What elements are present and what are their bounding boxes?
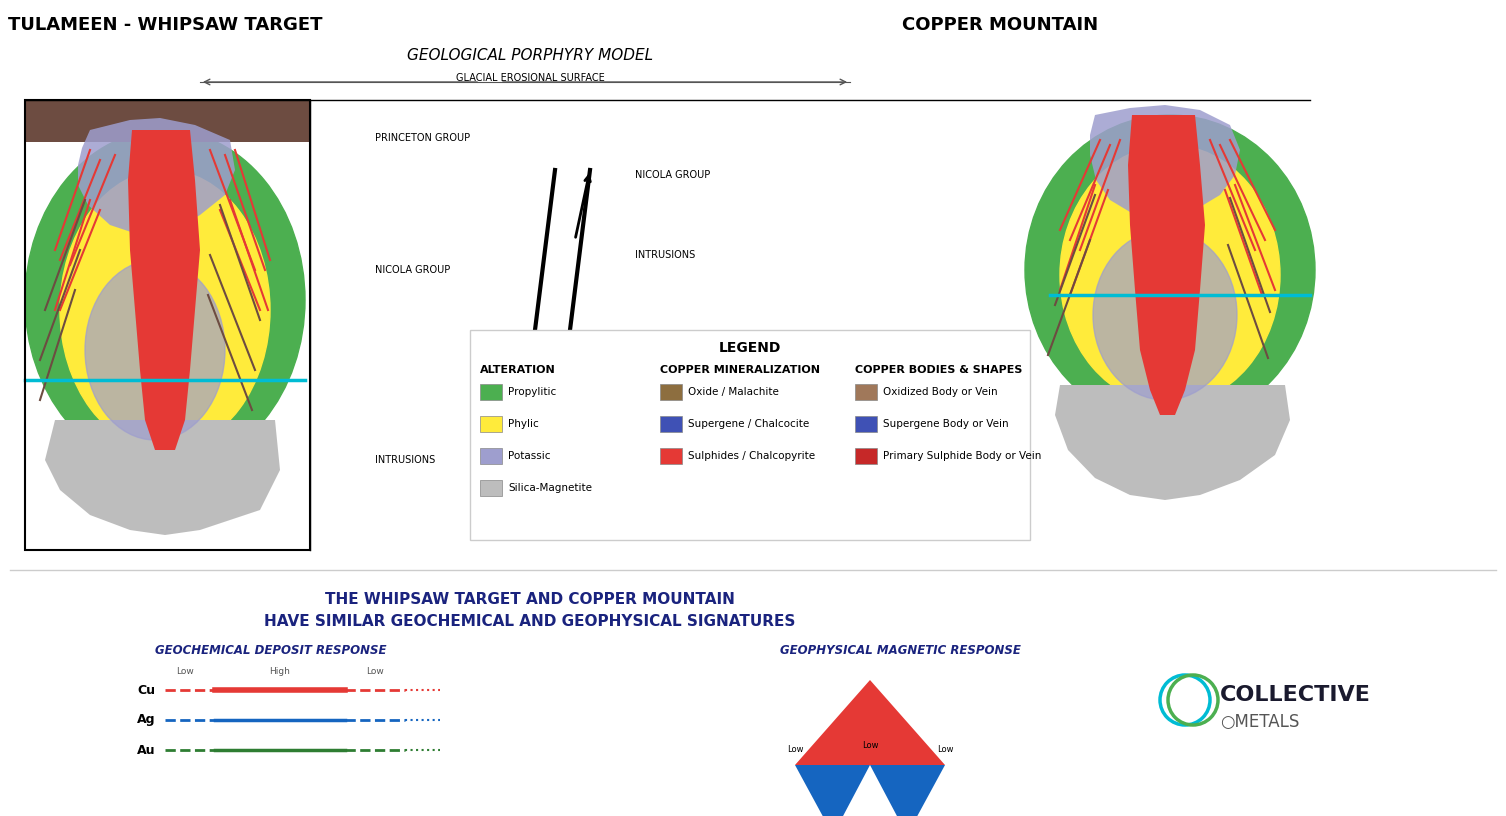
Text: Phylic: Phylic: [508, 419, 539, 429]
Bar: [855, 384, 876, 400]
Text: COPPER MOUNTAIN: COPPER MOUNTAIN: [902, 16, 1098, 34]
Polygon shape: [45, 420, 280, 535]
Ellipse shape: [84, 260, 224, 440]
Text: GLACIAL EROSIONAL SURFACE: GLACIAL EROSIONAL SURFACE: [456, 73, 604, 83]
Bar: [855, 416, 876, 432]
Text: Low: Low: [937, 746, 953, 755]
Text: GEOPHYSICAL MAGNETIC RESPONSE: GEOPHYSICAL MAGNETIC RESPONSE: [780, 644, 1021, 657]
Ellipse shape: [1093, 230, 1236, 400]
Polygon shape: [26, 115, 310, 140]
Text: THE WHIPSAW TARGET AND COPPER MOUNTAIN: THE WHIPSAW TARGET AND COPPER MOUNTAIN: [325, 592, 735, 607]
Polygon shape: [1056, 385, 1291, 500]
Polygon shape: [1090, 105, 1239, 220]
Polygon shape: [795, 765, 870, 816]
Text: Silica-Magnetite: Silica-Magnetite: [508, 483, 592, 493]
Bar: [660, 384, 682, 400]
Text: Supergene Body or Vein: Supergene Body or Vein: [883, 419, 1009, 429]
Text: Sulphides / Chalcopyrite: Sulphides / Chalcopyrite: [688, 451, 815, 461]
Text: PRINCETON GROUP: PRINCETON GROUP: [375, 133, 470, 143]
Text: HAVE SIMILAR GEOCHEMICAL AND GEOPHYSICAL SIGNATURES: HAVE SIMILAR GEOCHEMICAL AND GEOPHYSICAL…: [265, 614, 795, 629]
Bar: [855, 448, 876, 464]
Ellipse shape: [1026, 115, 1315, 425]
Text: TULAMEEN - WHIPSAW TARGET: TULAMEEN - WHIPSAW TARGET: [8, 16, 322, 34]
Bar: [470, 330, 1030, 540]
Bar: [480, 448, 501, 464]
Bar: [26, 100, 310, 142]
Text: LEGEND: LEGEND: [718, 341, 782, 355]
Text: Primary Sulphide Body or Vein: Primary Sulphide Body or Vein: [883, 451, 1041, 461]
Polygon shape: [1128, 115, 1205, 415]
Text: NICOLA GROUP: NICOLA GROUP: [636, 170, 711, 180]
Text: High: High: [860, 791, 880, 800]
Text: GEOCHEMICAL DEPOSIT RESPONSE: GEOCHEMICAL DEPOSIT RESPONSE: [155, 644, 387, 657]
Bar: [26, 100, 310, 550]
Ellipse shape: [60, 170, 270, 450]
Bar: [480, 480, 501, 496]
Bar: [660, 448, 682, 464]
Text: Supergene / Chalcocite: Supergene / Chalcocite: [688, 419, 809, 429]
Text: Oxide / Malachite: Oxide / Malachite: [688, 387, 779, 397]
Text: COPPER MINERALIZATION: COPPER MINERALIZATION: [660, 365, 819, 375]
Text: ○METALS: ○METALS: [1220, 713, 1300, 731]
Text: Au: Au: [137, 743, 155, 756]
Polygon shape: [795, 680, 944, 765]
Polygon shape: [128, 130, 200, 450]
Text: Propylitic: Propylitic: [508, 387, 556, 397]
Ellipse shape: [26, 130, 306, 470]
Ellipse shape: [1060, 145, 1280, 405]
Text: High: High: [270, 667, 291, 676]
Text: Low: Low: [861, 740, 878, 750]
Text: COLLECTIVE: COLLECTIVE: [1220, 685, 1370, 705]
Polygon shape: [870, 765, 944, 816]
Text: Low: Low: [176, 667, 194, 676]
Polygon shape: [78, 118, 235, 235]
Text: Oxidized Body or Vein: Oxidized Body or Vein: [883, 387, 997, 397]
Bar: [480, 416, 501, 432]
Text: ALTERATION: ALTERATION: [480, 365, 556, 375]
Text: Ag: Ag: [137, 713, 155, 726]
Text: Cu: Cu: [137, 684, 155, 697]
Text: Potassic: Potassic: [508, 451, 551, 461]
Text: INTRUSIONS: INTRUSIONS: [375, 455, 435, 465]
Text: Low: Low: [366, 667, 384, 676]
Text: GEOLOGICAL PORPHYRY MODEL: GEOLOGICAL PORPHYRY MODEL: [407, 47, 654, 63]
Bar: [660, 416, 682, 432]
Text: COPPER BODIES & SHAPES: COPPER BODIES & SHAPES: [855, 365, 1023, 375]
Text: Low: Low: [786, 746, 803, 755]
Text: NICOLA GROUP: NICOLA GROUP: [375, 265, 450, 275]
Bar: [480, 384, 501, 400]
Text: INTRUSIONS: INTRUSIONS: [636, 250, 696, 260]
